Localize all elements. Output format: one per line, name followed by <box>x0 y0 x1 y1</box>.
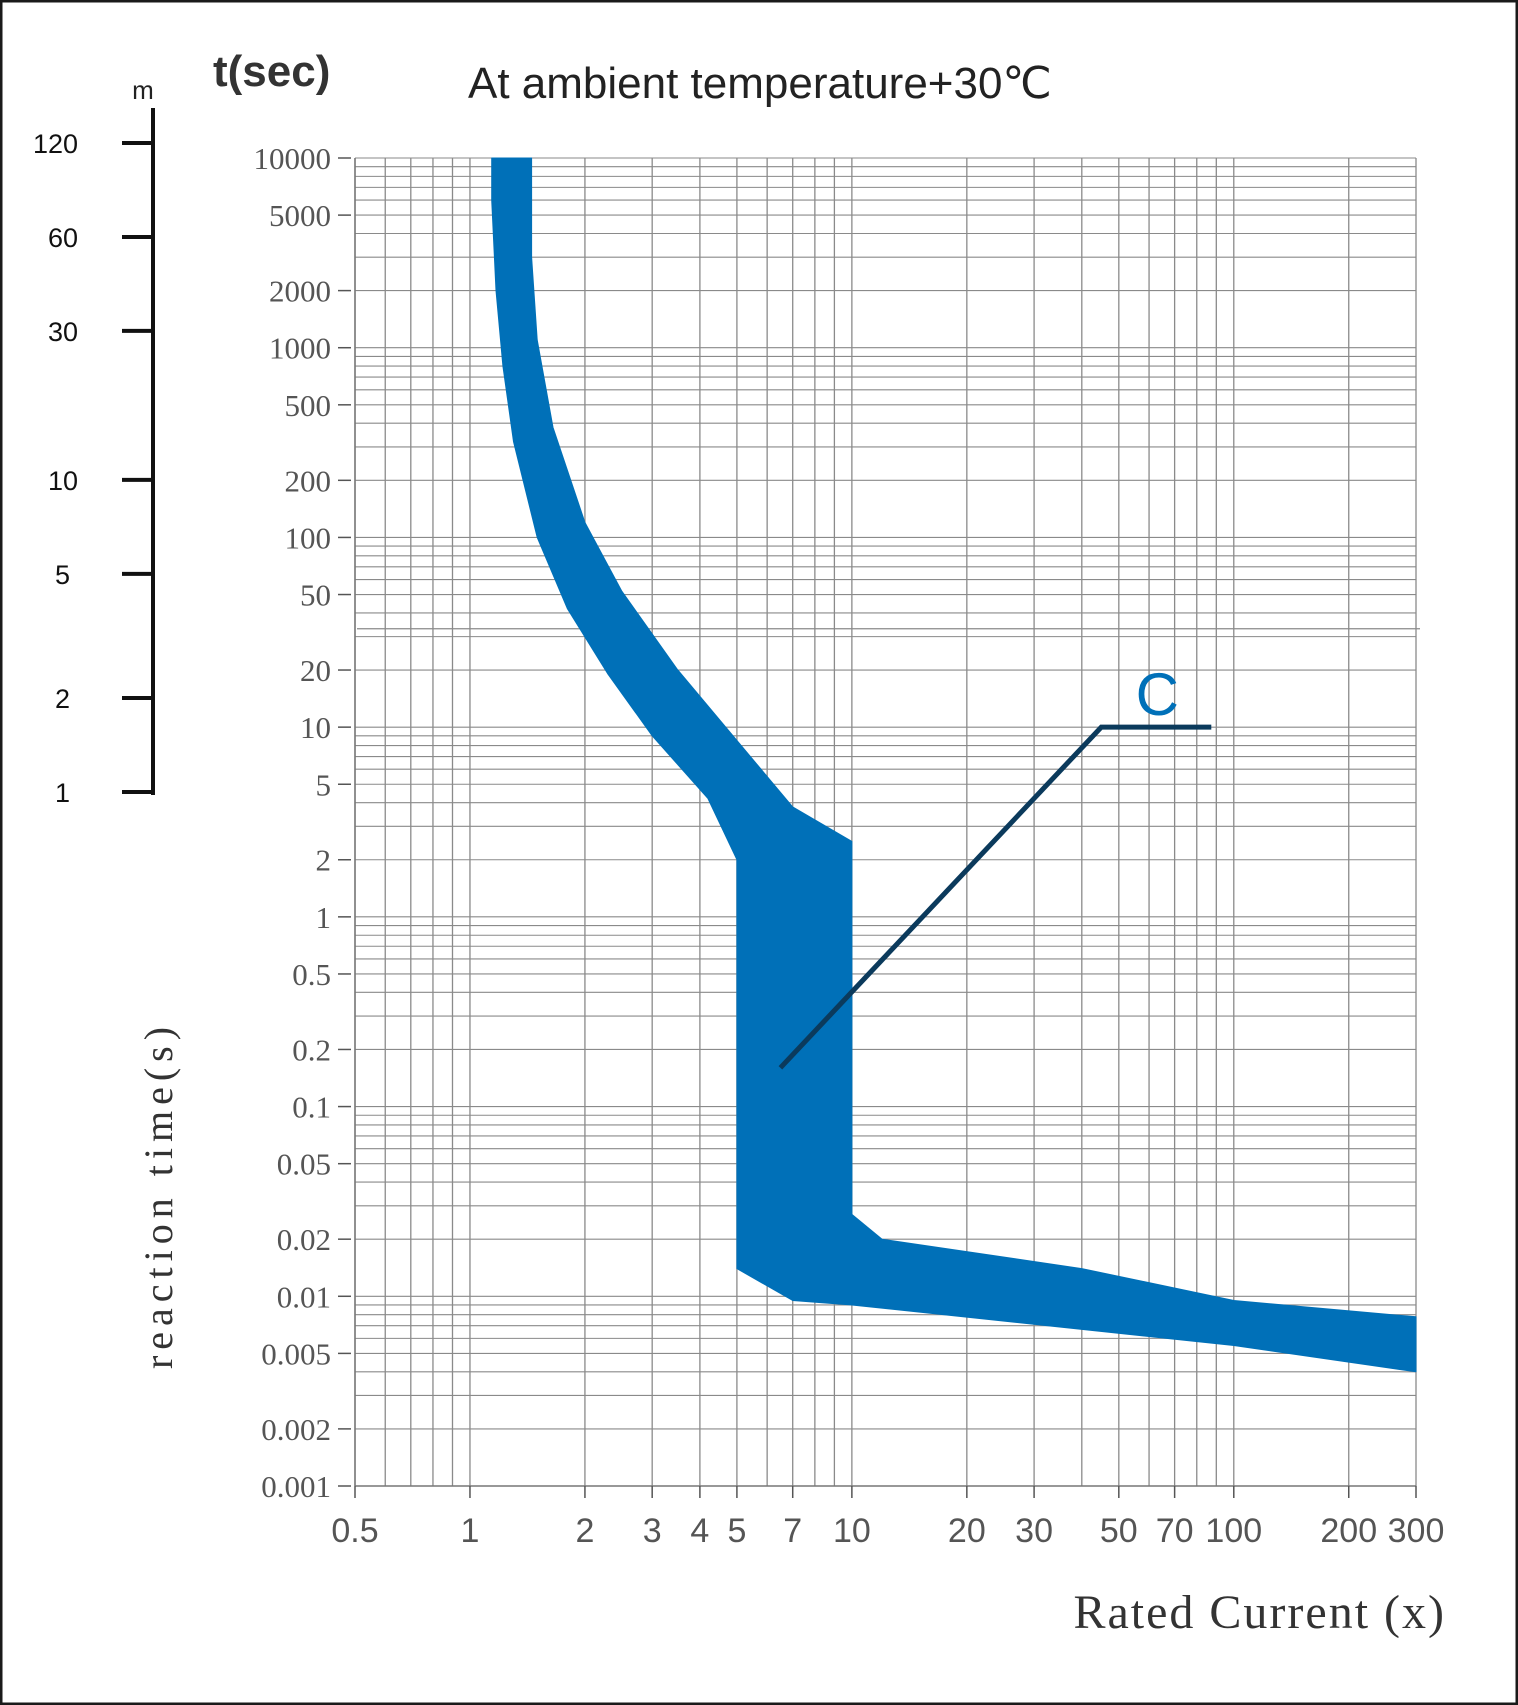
y-axis-label: reaction time(s) <box>136 1021 181 1369</box>
x-tick-label: 3 <box>643 1512 662 1550</box>
y-tick-label: 50 <box>300 578 331 613</box>
annotation-label-c: C <box>1136 661 1179 728</box>
minutes-tick-label: 2 <box>55 684 70 714</box>
series-band-C <box>491 157 1417 1373</box>
x-tick-label: 0.5 <box>331 1512 378 1550</box>
y-tick-label: 0.001 <box>261 1469 331 1504</box>
x-tick-label: 10 <box>833 1512 871 1550</box>
y-tick-label: 5000 <box>269 198 331 233</box>
y-tick-label: 0.5 <box>292 957 331 992</box>
y-tick-label: 0.1 <box>292 1090 331 1125</box>
x-tick-label: 50 <box>1100 1512 1138 1550</box>
x-tick-label: 7 <box>783 1512 802 1550</box>
y-axis-top-label: t(sec) <box>213 47 330 96</box>
x-tick-label: 70 <box>1156 1512 1194 1550</box>
y-tick-label: 200 <box>285 463 332 498</box>
x-tick-label: 1 <box>461 1512 480 1550</box>
y-tick-label: 5 <box>316 767 332 802</box>
y-tick-label: 0.02 <box>277 1222 331 1257</box>
x-tick-label: 100 <box>1205 1512 1262 1550</box>
minutes-tick-label: 30 <box>48 317 78 347</box>
x-tick-label: 30 <box>1015 1512 1053 1550</box>
minutes-axis-unit: m <box>132 75 154 105</box>
y-tick-label: 0.01 <box>277 1279 331 1314</box>
x-tick-label: 4 <box>690 1512 709 1550</box>
y-tick-label: 20 <box>300 653 331 688</box>
y-tick-label: 1 <box>316 900 332 935</box>
y-tick-label: 0.2 <box>292 1032 331 1067</box>
x-tick-label: 5 <box>727 1512 746 1550</box>
y-tick-label: 100 <box>285 520 332 555</box>
characteristic-band <box>491 157 1417 1373</box>
annotations: C <box>778 661 1212 1070</box>
minutes-tick-label: 5 <box>55 560 70 590</box>
x-tick-label: 2 <box>575 1512 594 1550</box>
annotation-leader-line <box>778 724 1212 1070</box>
minutes-tick-label: 1 <box>55 778 70 808</box>
y-tick-label: 10000 <box>254 141 332 176</box>
y-tick-label: 2000 <box>269 274 331 309</box>
y-tick-label: 0.002 <box>261 1412 331 1447</box>
minutes-axis: 120 60 30 10 5 2 1 <box>33 108 155 808</box>
minutes-tick-label: 10 <box>48 466 78 496</box>
y-tick-label: 0.005 <box>261 1336 331 1371</box>
y-tick-label: 10 <box>300 710 331 745</box>
y-tick-label: 500 <box>285 388 332 423</box>
x-axis-label: Rated Current (x) <box>1073 1586 1446 1639</box>
x-tick-label: 300 <box>1388 1512 1445 1550</box>
y-tick-label: 2 <box>316 843 332 878</box>
x-tick-label: 20 <box>948 1512 986 1550</box>
x-tick-label: 200 <box>1320 1512 1377 1550</box>
y-tick-label: 0.05 <box>277 1147 331 1182</box>
minutes-tick-label: 120 <box>33 129 78 159</box>
axes: 100005000200010005002001005020105210.50.… <box>254 141 1445 1550</box>
y-tick-label: 1000 <box>269 331 331 366</box>
minutes-tick-label: 60 <box>48 223 78 253</box>
chart-title: At ambient temperature+30℃ <box>468 59 1052 108</box>
